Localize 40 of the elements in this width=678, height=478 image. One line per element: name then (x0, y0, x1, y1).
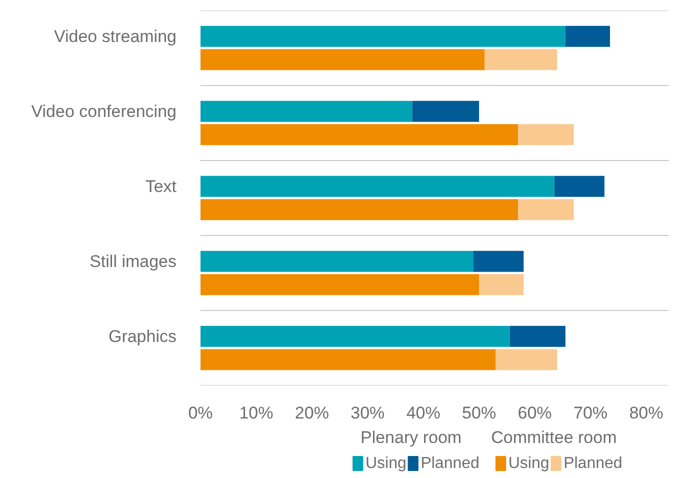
x-tick-label: 50% (462, 404, 496, 422)
bar (474, 250, 524, 272)
bar (554, 176, 604, 197)
bar (200, 100, 412, 122)
text: Committee room (491, 428, 617, 447)
x-tick-label: 10% (239, 404, 274, 422)
x-tick-label: 80% (629, 404, 664, 422)
bar (200, 124, 518, 146)
bar (412, 100, 480, 122)
y-tick-label: Graphics (108, 326, 177, 346)
bar (200, 250, 474, 272)
bar (565, 26, 610, 47)
x-tick-label: 0% (188, 404, 213, 422)
bar (479, 274, 524, 296)
bar (518, 124, 574, 146)
bar (200, 349, 496, 370)
bar (200, 26, 566, 47)
bar (200, 274, 480, 296)
y-tick-label: Video streaming (54, 26, 177, 46)
bar (200, 176, 554, 197)
bar (200, 49, 485, 70)
y-tick-label: Video conferencing (31, 102, 177, 121)
y-tick-label: Still images (90, 252, 177, 271)
x-tick-label: 70% (573, 404, 608, 422)
x-tick-label: 20% (294, 404, 329, 422)
bar (484, 49, 558, 70)
x-tick-label: 40% (406, 404, 440, 422)
bar (510, 326, 566, 347)
legend-label: Using (508, 455, 550, 472)
legend-label: Planned (564, 455, 622, 472)
text: Plenary room (360, 428, 462, 447)
bar (200, 326, 510, 347)
legend-label: Using (365, 455, 406, 472)
bar (496, 349, 558, 370)
x-tick-label: 30% (350, 404, 385, 422)
bar (518, 199, 574, 220)
legend-label: Planned (420, 455, 480, 472)
bar (200, 199, 518, 220)
y-tick-label: Text (145, 176, 177, 196)
x-tick-label: 60% (518, 404, 552, 422)
